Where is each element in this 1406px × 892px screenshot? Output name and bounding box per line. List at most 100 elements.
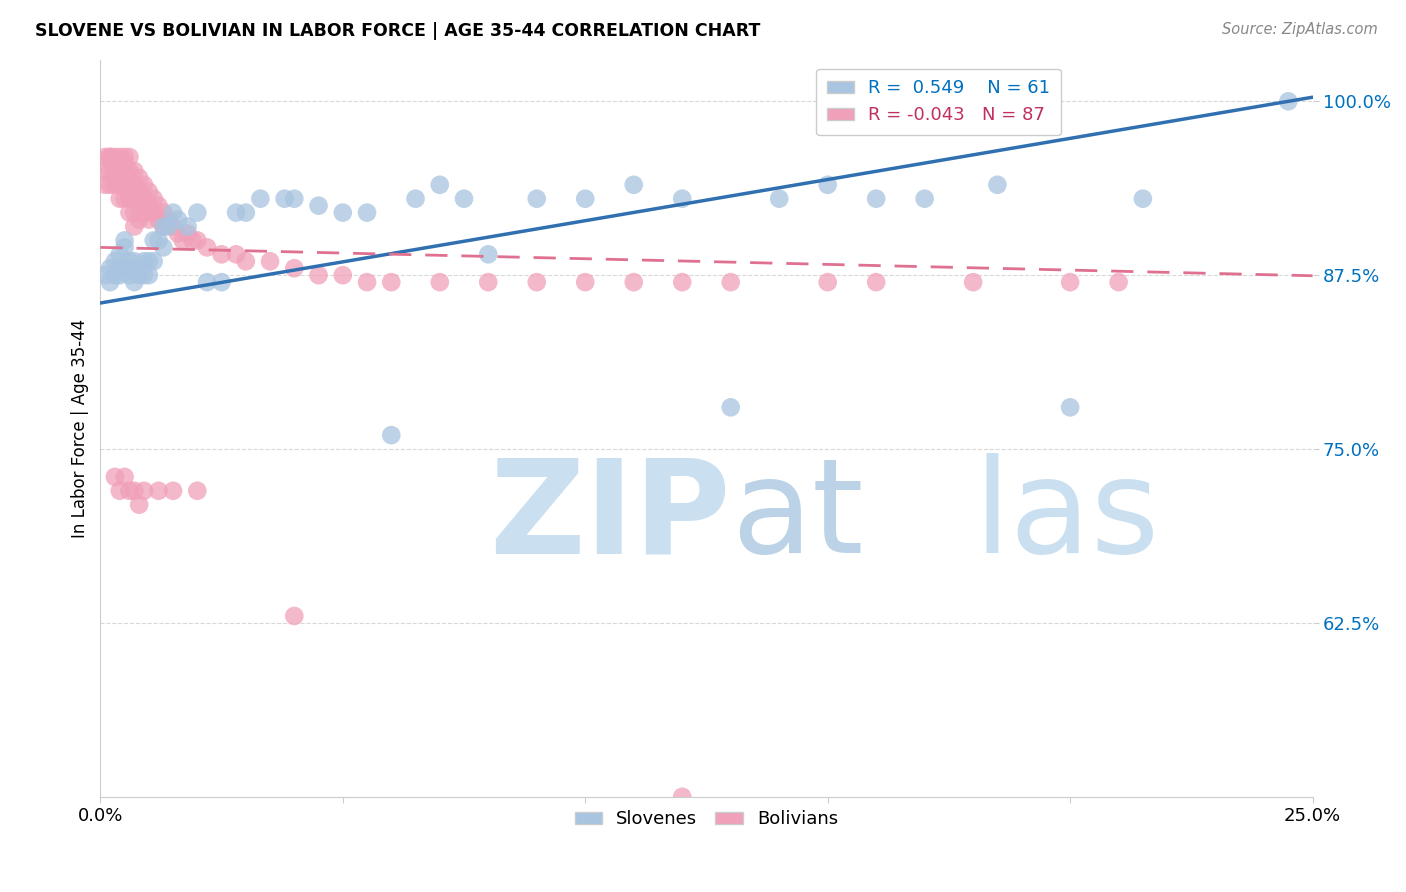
Point <box>235 254 257 268</box>
Point <box>671 789 693 804</box>
Point <box>128 185 150 199</box>
Point <box>118 261 141 276</box>
Point <box>176 227 198 241</box>
Point <box>124 261 146 276</box>
Point <box>138 212 160 227</box>
Point <box>124 483 146 498</box>
Point <box>308 199 330 213</box>
Point <box>108 150 131 164</box>
Point <box>104 157 127 171</box>
Point <box>142 234 165 248</box>
Point <box>118 178 141 192</box>
Point <box>195 275 218 289</box>
Point <box>118 205 141 219</box>
Point <box>138 254 160 268</box>
Point <box>104 268 127 283</box>
Point <box>148 212 170 227</box>
Point <box>1108 275 1130 289</box>
Point <box>273 192 295 206</box>
Text: las: las <box>973 453 1160 580</box>
Point <box>124 164 146 178</box>
Point <box>914 192 936 206</box>
Point <box>98 164 121 178</box>
Point <box>104 254 127 268</box>
Point <box>1059 275 1081 289</box>
Point <box>356 275 378 289</box>
Point <box>148 234 170 248</box>
Point <box>118 192 141 206</box>
Point <box>114 261 136 276</box>
Point <box>477 275 499 289</box>
Point <box>108 164 131 178</box>
Point <box>114 240 136 254</box>
Point <box>128 261 150 276</box>
Point <box>132 178 155 192</box>
Point <box>477 247 499 261</box>
Point <box>108 192 131 206</box>
Point <box>98 178 121 192</box>
Point <box>104 470 127 484</box>
Point <box>181 234 204 248</box>
Point <box>1059 401 1081 415</box>
Point <box>124 275 146 289</box>
Y-axis label: In Labor Force | Age 35-44: In Labor Force | Age 35-44 <box>72 318 89 538</box>
Point <box>124 178 146 192</box>
Point <box>162 205 184 219</box>
Point <box>152 240 174 254</box>
Point <box>118 268 141 283</box>
Point <box>98 150 121 164</box>
Point <box>118 483 141 498</box>
Point <box>526 192 548 206</box>
Text: Source: ZipAtlas.com: Source: ZipAtlas.com <box>1222 22 1378 37</box>
Point <box>114 164 136 178</box>
Point <box>108 268 131 283</box>
Point <box>283 609 305 624</box>
Point <box>108 247 131 261</box>
Point <box>429 275 451 289</box>
Point <box>124 254 146 268</box>
Point <box>283 261 305 276</box>
Point <box>225 247 247 261</box>
Point <box>128 498 150 512</box>
Text: at: at <box>731 453 863 580</box>
Point <box>118 164 141 178</box>
Point <box>195 240 218 254</box>
Point <box>405 192 427 206</box>
Point <box>157 219 180 234</box>
Point <box>104 170 127 185</box>
Point <box>671 275 693 289</box>
Point <box>1132 192 1154 206</box>
Point <box>128 199 150 213</box>
Point <box>574 192 596 206</box>
Point <box>142 192 165 206</box>
Point <box>574 275 596 289</box>
Point <box>962 275 984 289</box>
Point <box>132 483 155 498</box>
Point <box>259 254 281 268</box>
Point <box>152 219 174 234</box>
Point <box>108 178 131 192</box>
Point <box>152 205 174 219</box>
Point <box>94 178 117 192</box>
Point <box>124 192 146 206</box>
Point <box>94 268 117 283</box>
Point <box>380 275 402 289</box>
Point <box>132 205 155 219</box>
Point <box>768 192 790 206</box>
Point <box>429 178 451 192</box>
Point <box>817 178 839 192</box>
Point <box>720 275 742 289</box>
Point <box>720 401 742 415</box>
Point <box>283 192 305 206</box>
Point <box>104 178 127 192</box>
Point <box>118 254 141 268</box>
Point <box>114 192 136 206</box>
Point <box>98 275 121 289</box>
Point <box>623 178 645 192</box>
Point <box>225 205 247 219</box>
Point <box>1277 95 1299 109</box>
Point <box>332 205 354 219</box>
Point <box>128 170 150 185</box>
Point <box>157 212 180 227</box>
Point <box>172 234 194 248</box>
